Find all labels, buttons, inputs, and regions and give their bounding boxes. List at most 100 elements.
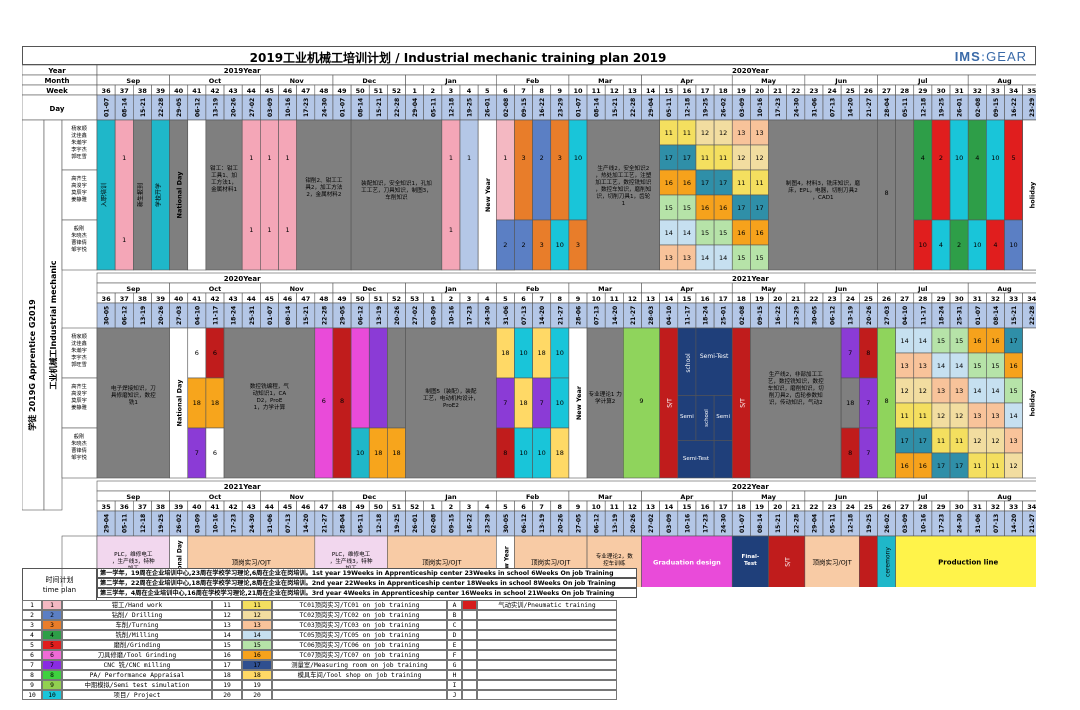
block3-day-range: 27-05 (575, 514, 582, 533)
legend-swatch: 19 (242, 680, 272, 690)
block3-week-number: 48 (338, 503, 348, 511)
legend-swatch: 14 (242, 630, 272, 640)
block2-day-range: 22-28 (1029, 306, 1036, 325)
student-names: 般刚 (74, 224, 84, 232)
block1-week-number: 15 (664, 87, 674, 95)
block3-day-range: 15-21 (775, 514, 782, 533)
block1-week-number: 33 (991, 87, 1000, 95)
legend-row: 5 5 磨削/Grinding 15 15 TC06顶岗实习/TC06 on job tr… (22, 640, 622, 650)
legend-letter: J (447, 690, 462, 700)
ojt-number: 12 (901, 387, 909, 395)
cnc-theory-block (223, 327, 316, 479)
ojt-number: 16 (991, 337, 999, 345)
legend-label: TC05顶岗实习/TC05 on job training (272, 630, 447, 640)
student-names: 沈佳鑫 (71, 339, 87, 347)
wk-number: 10 (556, 349, 564, 357)
ojt-number: 15 (1009, 387, 1017, 395)
month-label: Month (44, 77, 69, 85)
block1-day-range: 15-21 (612, 98, 619, 117)
block3-month-label: Feb (526, 493, 540, 501)
ojt-number: 17 (665, 154, 673, 162)
block2-month-label: Mar (598, 285, 613, 293)
block3-day-range: 29-04 (811, 514, 818, 533)
st-text: S/T (785, 557, 792, 567)
legend-swatch (462, 610, 477, 620)
student-names: 杨家顺 (71, 332, 87, 340)
wk-number: 7 (195, 449, 199, 457)
block3-week-number: 34 (1027, 503, 1036, 511)
block2-day-range: 20-26 (866, 306, 873, 325)
block2-day-range: 24-30 (485, 306, 492, 325)
ojt-number: 16 (973, 337, 981, 345)
block1-day-range: 10-16 (285, 98, 292, 117)
ojt-number: 14 (1009, 412, 1017, 420)
year-label: Year (47, 67, 66, 75)
ojt-number: 14 (937, 362, 945, 370)
wk-number: 2 (957, 241, 961, 249)
block1-day-range: 06-12 (194, 98, 201, 117)
legend-label: 刀具修磨/Tool Grinding (62, 650, 212, 660)
block3-day-range: 16-22 (467, 514, 474, 533)
block2-week-number: 25 (864, 295, 874, 303)
legend-label: TC07顶岗实习/TC07 on job training (272, 650, 447, 660)
block1-day-range: 08-14 (358, 98, 365, 117)
wk-number: 10 (519, 349, 527, 357)
block3-day-range: 24-30 (957, 514, 964, 533)
ojt-number: 13 (1009, 437, 1017, 445)
turn-block (550, 119, 570, 221)
block1-day-range: 17-23 (775, 98, 782, 117)
legend-label: 中期模拟/Semi test simulation (62, 680, 212, 690)
plc-block-text: PLC，维修电工 (114, 550, 153, 558)
block2-day-range: 25-31 (249, 306, 256, 325)
block2-day-range: 13-19 (140, 306, 147, 325)
legend-swatch: 9 (42, 680, 62, 690)
wk-number: 1 (503, 154, 507, 162)
block3-week-number: 44 (265, 503, 275, 511)
ojt-block-text: 顶岗实习/OJT (531, 558, 570, 567)
wk-number: 5 (1012, 154, 1016, 162)
block1-week-number: 40 (174, 87, 184, 95)
legend-label: TC01顶岗实习/TC01 on job training (272, 600, 447, 610)
wk-number: 8 (503, 449, 507, 457)
wk-number: 7 (866, 449, 870, 457)
block3-week-number: 21 (791, 503, 801, 511)
block3-day-range: 28-04 (340, 514, 347, 533)
block3-week-number: 14 (664, 503, 674, 511)
ht2-block-text: 具2，加工方法 (305, 183, 343, 191)
prod1-block-text: 加工工艺，数控铣知识 (595, 178, 651, 186)
block1-week-number: 12 (610, 87, 619, 95)
block3-day-range: 26-02 (176, 514, 183, 533)
elec-block-text: 电子焊接知识，刀 (111, 384, 156, 392)
jul-aug-block (1004, 119, 1023, 221)
block2-day-range: 27-03 (176, 306, 183, 325)
semi-test-text: Semi-Test (700, 353, 729, 360)
apprentice-label: 学徒 2019G Apprentice G2019 (27, 299, 37, 431)
block1-week-number: 50 (356, 87, 366, 95)
block1-month-label: May (761, 77, 777, 85)
school-open-text: 学校开学 (155, 183, 163, 207)
ht1-block-text: 工具1、加 (211, 171, 237, 179)
legend-label (477, 650, 617, 660)
ojt-number: 12 (919, 387, 927, 395)
block1-week-number: 38 (138, 87, 148, 95)
block3-month-label: Nov (290, 493, 305, 501)
block3-month-label: Aug (997, 493, 1012, 501)
block1-week-number: 6 (503, 87, 508, 95)
legend-swatch (462, 640, 477, 650)
wk-number: 6 (213, 449, 217, 457)
block3-day-range: 19-25 (866, 514, 873, 533)
block1-day-range: 29-05 (176, 98, 183, 117)
legend-label: TC02顶岗实习/TC02 on job training (272, 610, 447, 620)
block2-week-number: 10 (592, 295, 602, 303)
block2-month-label: Oct (209, 285, 222, 293)
block3-month-label: Dec (362, 493, 376, 501)
block3-month-label: Jun (834, 493, 847, 501)
legend-label (477, 610, 617, 620)
graduation-block (641, 535, 733, 587)
block1-day-range: 07-13 (830, 98, 837, 117)
student-names: 高齐生 (71, 382, 87, 390)
block2-day-range: 18-24 (231, 306, 238, 325)
ojt-number: 17 (701, 179, 709, 187)
block1-day-range: 02-08 (975, 98, 982, 117)
block3-day-range: 24-30 (721, 514, 728, 533)
